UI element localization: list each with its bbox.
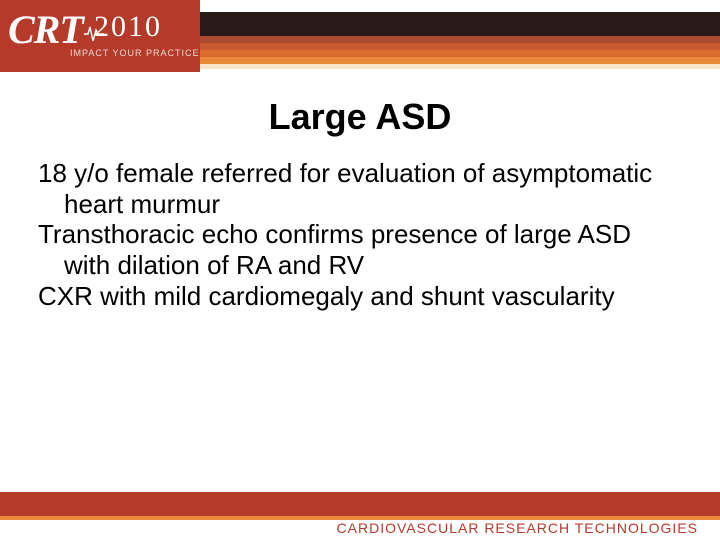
slide: CRT 2010 IMPACT YOUR PRACTICE Large ASD … — [0, 0, 720, 540]
header-stripe — [198, 57, 720, 64]
body-paragraph: CXR with mild cardiomegaly and shunt vas… — [38, 281, 670, 312]
logo-crt-text: CRT — [8, 6, 83, 53]
logo-year-text: 2010 — [94, 10, 162, 44]
logo-tagline: IMPACT YOUR PRACTICE — [70, 48, 200, 58]
body-paragraph: 18 y/o female referred for evaluation of… — [38, 158, 670, 219]
body-paragraph: Transthoracic echo confirms presence of … — [38, 219, 670, 280]
header-stripe — [198, 64, 720, 69]
footer-red-strip — [0, 492, 720, 516]
footer-org: CARDIOVASCULAR RESEARCH TECHNOLOGIES — [337, 520, 698, 536]
slide-body: 18 y/o female referred for evaluation of… — [38, 158, 670, 311]
header-stripe — [198, 50, 720, 57]
footer-band: CARDIOVASCULAR RESEARCH TECHNOLOGIES — [0, 490, 720, 540]
header-stripe — [198, 43, 720, 50]
slide-title: Large ASD — [0, 96, 720, 138]
header-stripe — [198, 36, 720, 43]
pulse-icon — [84, 24, 104, 44]
logo: CRT 2010 IMPACT YOUR PRACTICE — [0, 0, 200, 72]
header-band: CRT 2010 IMPACT YOUR PRACTICE — [0, 0, 720, 72]
